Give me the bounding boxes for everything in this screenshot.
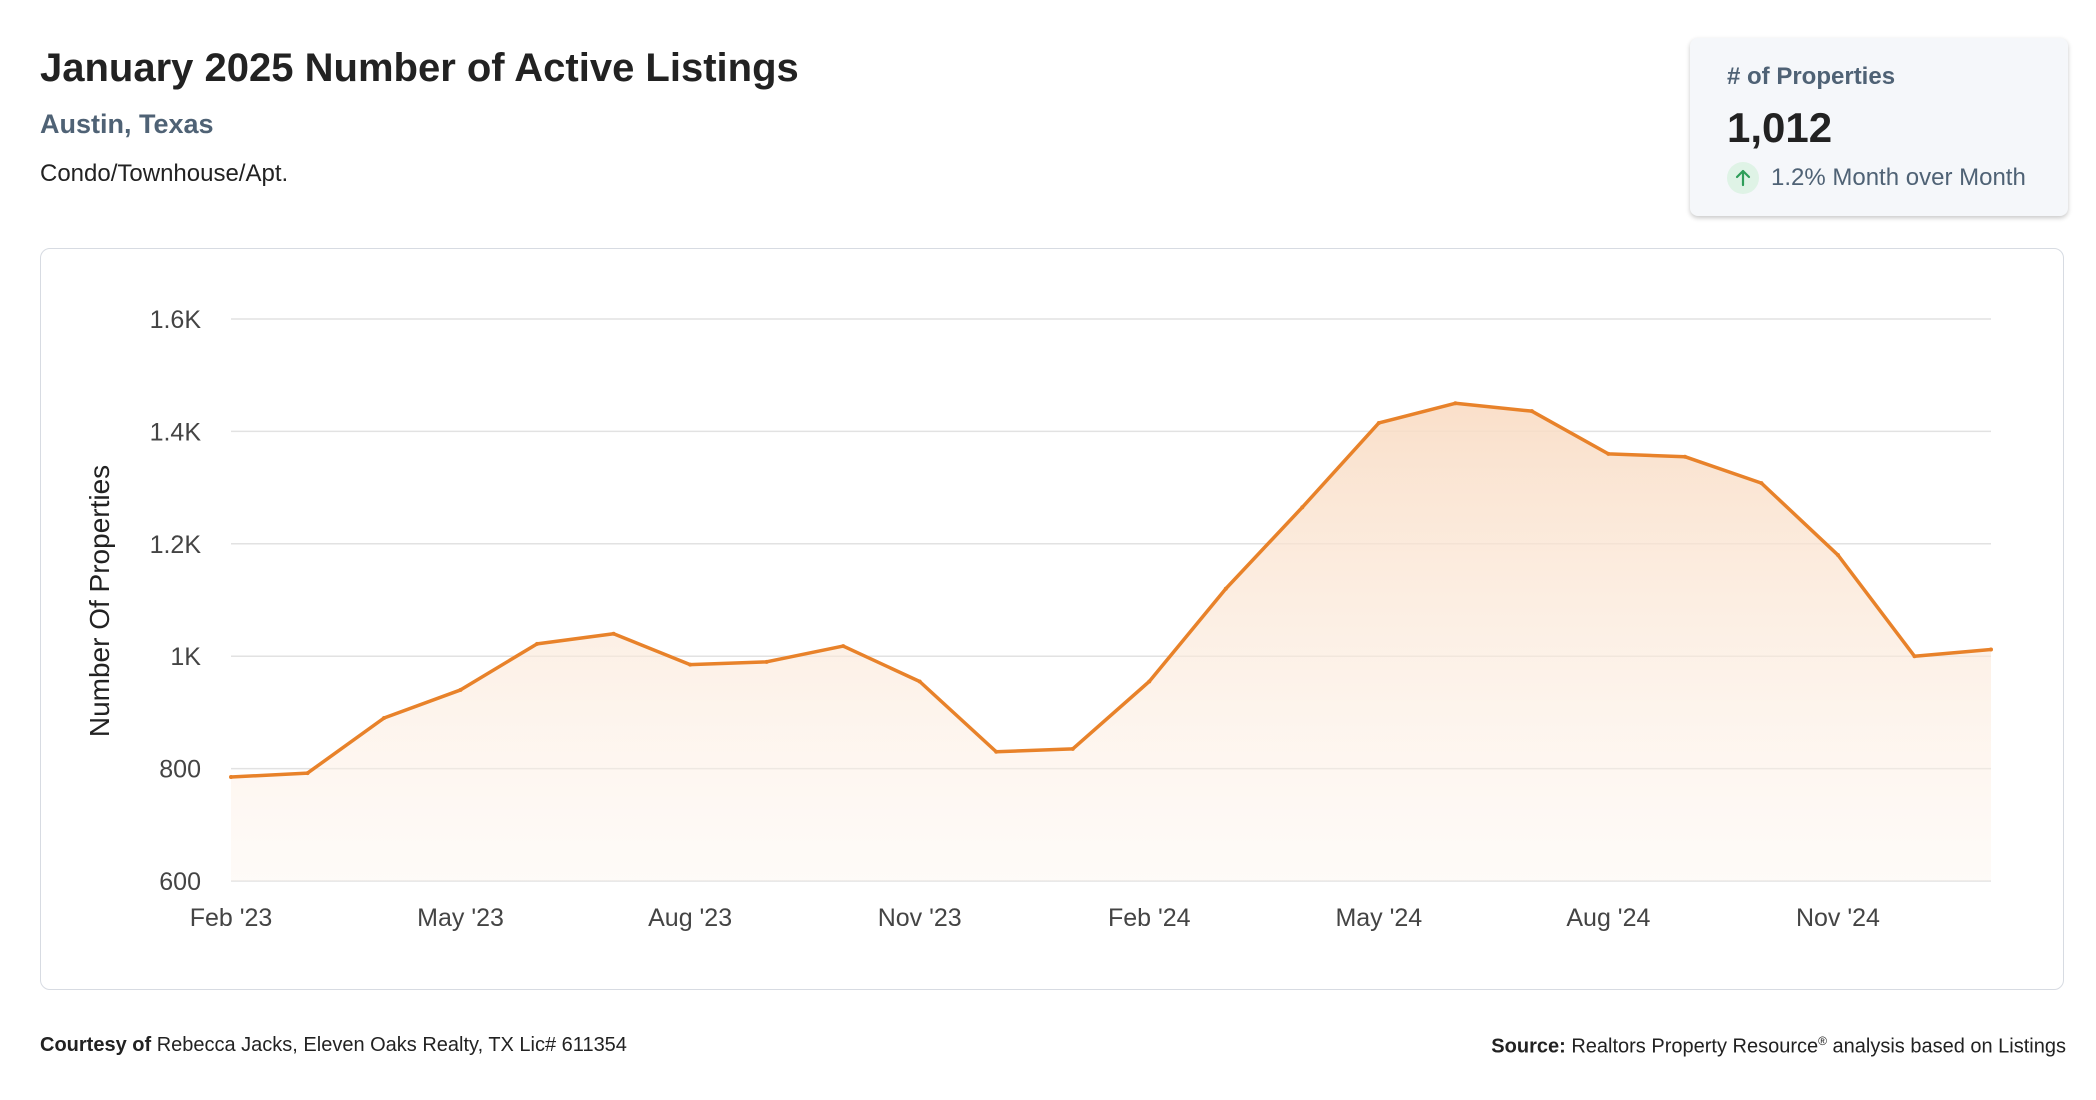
data-point [1147, 679, 1152, 684]
data-point [382, 716, 387, 721]
x-tick-label: Nov '24 [1796, 904, 1880, 932]
data-point [1912, 654, 1917, 659]
x-tick-label: May '23 [417, 904, 504, 932]
data-point [841, 644, 846, 649]
data-point [1453, 401, 1458, 406]
x-tick-label: Feb '24 [1108, 904, 1191, 932]
registered-mark: ® [1818, 1034, 1827, 1048]
data-point [1989, 647, 1993, 652]
property-type-label: Condo/Townhouse/Apt. [40, 160, 289, 187]
y-tick-label: 1.2K [150, 531, 202, 559]
y-tick-label: 1.6K [150, 306, 202, 334]
location-subtitle: Austin, Texas [40, 109, 214, 139]
active-listings-chart: 600 800 1K 1.2K 1.4K 1.6K Feb '23 May '23 Aug '… [84, 306, 1993, 932]
series-area [231, 403, 1991, 881]
data-point [611, 631, 616, 636]
properties-stat-card: # of Properties 1,012 1.2% Month over Mo… [1690, 38, 2068, 216]
x-tick-label: Feb '23 [190, 904, 273, 932]
area-layer [231, 403, 1991, 881]
data-point [1606, 451, 1611, 456]
data-point [1759, 481, 1764, 486]
courtesy-text: Rebecca Jacks, Eleven Oaks Realty, TX Li… [156, 1034, 627, 1056]
data-point [1376, 420, 1381, 425]
y-tick-label: 600 [159, 868, 201, 896]
y-tick-label: 1.4K [150, 418, 202, 446]
data-point [1529, 409, 1534, 414]
data-point [1223, 586, 1228, 591]
data-point [994, 749, 999, 754]
data-point [764, 659, 769, 664]
source-footer: Source: Realtors Property Resource® anal… [1491, 1034, 2066, 1059]
chart-container: 600 800 1K 1.2K 1.4K 1.6K Feb '23 May '23 Aug '… [40, 248, 2064, 990]
y-tick-label: 1K [170, 643, 201, 671]
data-point [535, 641, 540, 646]
line-layer [229, 401, 1993, 780]
stat-value: 1,012 [1727, 104, 1833, 151]
data-point [688, 662, 693, 667]
courtesy-footer: Courtesy of Rebecca Jacks, Eleven Oaks R… [40, 1034, 627, 1057]
y-tick-label: 800 [159, 756, 201, 784]
source-text: Realtors Property Resource [1571, 1035, 1819, 1058]
stat-change-text: 1.2% Month over Month [1771, 164, 2026, 191]
data-point [1682, 454, 1687, 459]
stat-change: 1.2% Month over Month [1727, 162, 2026, 194]
x-tick-label: Nov '23 [878, 904, 962, 932]
source-text-end: analysis based on Listings [1826, 1035, 2067, 1058]
data-point [1835, 553, 1840, 558]
x-tick-label: May '24 [1335, 904, 1422, 932]
data-point [458, 687, 463, 692]
data-point [917, 679, 922, 684]
x-tick-label: Aug '24 [1566, 904, 1650, 932]
page-title: January 2025 Number of Active Listings [40, 46, 799, 90]
data-point [229, 775, 233, 780]
courtesy-label: Courtesy of [40, 1034, 152, 1056]
data-point [1300, 505, 1305, 510]
data-point [305, 771, 310, 776]
y-axis-label: Number Of Properties [84, 465, 115, 737]
x-tick-label: Aug '23 [648, 904, 732, 932]
data-point [1070, 746, 1075, 751]
source-label: Source: [1491, 1035, 1566, 1058]
y-axis-ticks: 600 800 1K 1.2K 1.4K 1.6K [150, 306, 202, 896]
stat-label: # of Properties [1727, 63, 1896, 90]
arrow-up-icon [1727, 162, 1759, 194]
series-line [230, 401, 1992, 779]
x-axis-ticks: Feb '23 May '23 Aug '23 Nov '23 Feb '24 May '… [190, 904, 1880, 932]
